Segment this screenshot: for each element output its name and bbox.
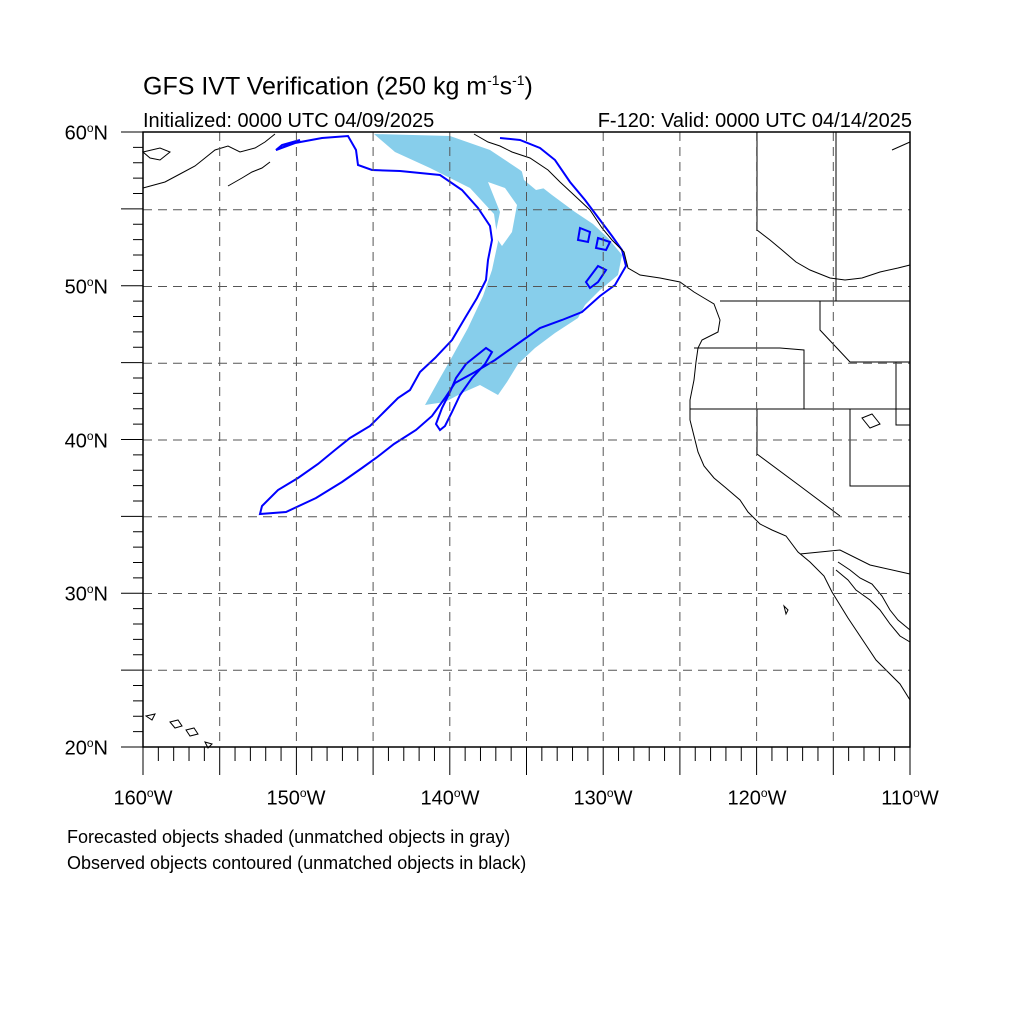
observed-object-contour xyxy=(258,134,628,516)
coastlines xyxy=(141,132,911,749)
lat-label-30n: 30oN xyxy=(64,582,108,606)
forecast-object-gap xyxy=(488,182,517,246)
observed-object-contour xyxy=(576,226,592,244)
tick-marks xyxy=(121,131,911,775)
figure-title: GFS IVT Verification (250 kg m-1s-1) xyxy=(143,72,533,101)
lat-label-60n: 60oN xyxy=(64,121,108,145)
lat-label-20n: 20oN xyxy=(64,736,108,760)
caption-forecast: Forecasted objects shaded (unmatched obj… xyxy=(67,827,511,847)
graticule xyxy=(143,132,910,747)
lon-label-130w: 130oW xyxy=(573,786,633,810)
caption-observed: Observed objects contoured (unmatched ob… xyxy=(67,853,527,873)
lon-label-110w: 110oW xyxy=(881,786,939,810)
init-time-label: Initialized: 0000 UTC 04/09/2025 xyxy=(143,110,435,132)
lat-label-40n: 40oN xyxy=(64,429,108,453)
lon-label-150w: 150oW xyxy=(266,786,326,810)
observed-object-contour xyxy=(275,139,301,151)
lon-label-160w: 160oW xyxy=(113,786,173,810)
forecast-object-shading xyxy=(374,134,622,405)
lat-label-50n: 50oN xyxy=(64,275,108,299)
observed-object-contour xyxy=(594,236,612,252)
lon-label-140w: 140oW xyxy=(420,786,480,810)
valid-time-label: F-120: Valid: 0000 UTC 04/14/2025 xyxy=(597,110,912,132)
lon-label-120w: 120oW xyxy=(727,786,787,810)
observed-object-contour xyxy=(584,264,608,290)
observed-object-contour xyxy=(434,346,494,432)
